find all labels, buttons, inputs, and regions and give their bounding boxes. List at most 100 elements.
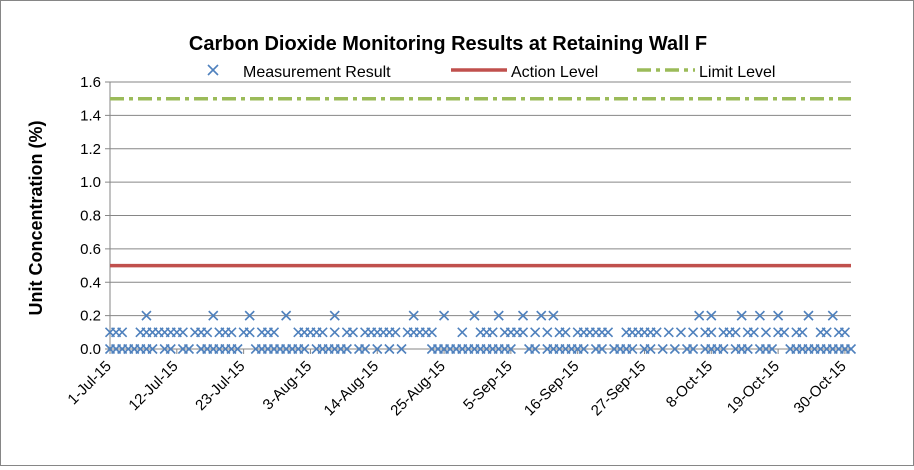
x-tick-label: 25-Aug-15 bbox=[387, 358, 449, 420]
measurement-marker bbox=[329, 310, 340, 321]
measurement-marker bbox=[183, 343, 195, 355]
x-tick-label: 12-Jul-15 bbox=[125, 358, 181, 414]
legend-label-action-level: Action Level bbox=[511, 64, 598, 81]
y-gridlines bbox=[109, 81, 851, 350]
measurement-marker bbox=[675, 327, 687, 338]
measurement-marker bbox=[718, 343, 729, 355]
measurement-marker bbox=[390, 327, 401, 338]
measurement-marker bbox=[602, 327, 614, 338]
measurement-marker bbox=[766, 343, 778, 355]
measurement-marker bbox=[803, 310, 814, 321]
measurement-marker bbox=[426, 327, 437, 338]
x-tick-label: 3-Aug-15 bbox=[260, 358, 316, 414]
measurement-marker bbox=[742, 343, 753, 355]
measurement-marker bbox=[208, 310, 219, 321]
measurement-marker bbox=[226, 327, 237, 338]
measurement-marker bbox=[165, 343, 176, 355]
measurement-marker bbox=[542, 327, 553, 338]
reference-lines bbox=[110, 96, 851, 350]
measurement-marker bbox=[530, 343, 541, 355]
x-tick-label: 8-Oct-15 bbox=[663, 358, 716, 411]
measurement-marker bbox=[457, 327, 468, 338]
y-tick-label: 0.8 bbox=[80, 208, 101, 225]
x-tick-label: 27-Sep-15 bbox=[588, 358, 650, 420]
measurement-marker bbox=[651, 327, 662, 338]
measurement-marker bbox=[657, 343, 668, 355]
measurement-marker bbox=[329, 327, 340, 338]
measurement-marker bbox=[536, 310, 547, 321]
x-tick-label: 5-Sep-15 bbox=[460, 358, 516, 414]
measurement-marker bbox=[117, 327, 128, 338]
measurement-marker bbox=[706, 327, 717, 338]
x-tick-label: 30-Oct-15 bbox=[791, 358, 850, 417]
measurement-marker bbox=[760, 327, 772, 338]
measurement-marker bbox=[560, 327, 571, 338]
y-tick-label: 1.2 bbox=[80, 141, 101, 158]
measurement-marker bbox=[469, 310, 480, 321]
measurement-markers bbox=[104, 310, 857, 355]
measurement-marker bbox=[730, 327, 741, 338]
measurement-marker bbox=[627, 343, 638, 355]
legend-marker-measurement-result bbox=[207, 64, 219, 76]
measurement-marker bbox=[299, 343, 310, 355]
measurement-marker bbox=[736, 310, 747, 321]
measurement-marker bbox=[372, 343, 383, 355]
measurement-marker bbox=[232, 343, 243, 355]
measurement-marker bbox=[694, 310, 705, 321]
y-tick-label: 1.6 bbox=[80, 74, 101, 91]
measurement-marker bbox=[779, 327, 790, 338]
measurement-marker bbox=[281, 310, 292, 321]
measurement-marker bbox=[773, 310, 784, 321]
measurement-marker bbox=[548, 310, 559, 321]
measurement-marker bbox=[493, 310, 504, 321]
measurement-marker bbox=[517, 310, 529, 321]
measurement-marker bbox=[754, 310, 765, 321]
measurement-marker bbox=[317, 327, 328, 338]
measurement-marker bbox=[244, 327, 255, 338]
measurement-marker bbox=[341, 343, 352, 355]
x-tick-label: 1-Jul-15 bbox=[64, 358, 114, 408]
measurement-marker bbox=[645, 343, 656, 355]
measurement-marker bbox=[845, 343, 857, 355]
measurement-marker bbox=[827, 310, 838, 321]
measurement-marker bbox=[821, 327, 832, 338]
y-tick-label: 0.2 bbox=[80, 308, 101, 325]
measurement-marker bbox=[839, 327, 850, 338]
y-axis-label: Unit Concentration (%) bbox=[26, 121, 46, 316]
measurement-marker bbox=[244, 310, 255, 321]
x-tick-label: 14-Aug-15 bbox=[321, 358, 383, 420]
measurement-marker bbox=[517, 327, 529, 338]
measurement-marker bbox=[268, 327, 280, 338]
legend-label-measurement-result: Measurement Result bbox=[243, 64, 391, 81]
measurement-marker bbox=[438, 310, 450, 321]
chart-title: Carbon Dioxide Monitoring Results at Ret… bbox=[189, 33, 707, 55]
y-tick-label: 0.4 bbox=[80, 274, 101, 291]
x-tick-label: 16-Sep-15 bbox=[521, 358, 583, 420]
measurement-marker bbox=[360, 343, 371, 355]
measurement-marker bbox=[669, 343, 680, 355]
measurement-marker bbox=[347, 327, 359, 338]
y-tick-label: 1.4 bbox=[80, 107, 101, 124]
measurement-marker bbox=[530, 327, 541, 338]
legend-label-limit-level: Limit Level bbox=[699, 64, 775, 81]
measurement-marker bbox=[797, 327, 808, 338]
chart-legend: Measurement Result Action Level Limit Le… bbox=[207, 64, 775, 81]
measurement-marker bbox=[177, 327, 188, 338]
measurement-marker bbox=[596, 343, 608, 355]
y-axis-ticks: 0.0 0.2 0.4 0.6 0.8 1.0 1.2 1.4 1.6 bbox=[80, 74, 110, 358]
measurement-marker bbox=[202, 327, 213, 338]
x-tick-label: 23-Jul-15 bbox=[192, 358, 248, 414]
measurement-marker bbox=[748, 327, 759, 338]
y-tick-label: 0.6 bbox=[80, 241, 101, 258]
measurement-marker bbox=[487, 327, 498, 338]
measurement-marker bbox=[706, 310, 717, 321]
measurement-marker bbox=[688, 343, 699, 355]
measurement-marker bbox=[688, 327, 699, 338]
y-tick-label: 1.0 bbox=[80, 174, 101, 191]
measurement-marker bbox=[141, 310, 152, 321]
x-axis-ticks: 1-Jul-15 12-Jul-15 23-Jul-15 3-Aug-15 14-Aug… bbox=[64, 349, 850, 420]
x-tick-label: 19-Oct-15 bbox=[724, 358, 783, 417]
measurement-marker bbox=[578, 343, 589, 355]
